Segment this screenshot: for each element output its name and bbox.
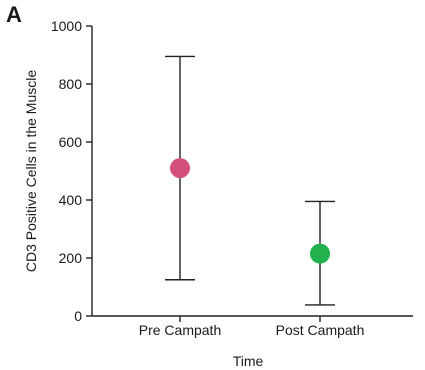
data-marks	[165, 55, 335, 306]
x-tick-label-0: Pre Campath	[139, 322, 221, 338]
axes	[91, 26, 413, 317]
panel-label: A	[6, 2, 22, 27]
data-point-1	[310, 243, 330, 264]
y-tick-label-5: 1000	[51, 18, 82, 34]
y-axis-title: CD3 Positive Cells in the Muscle	[23, 70, 39, 273]
data-point-0	[170, 158, 190, 179]
x-axis-title: Time	[233, 353, 264, 369]
y-ticks: 0 200 400 600 800 1000	[51, 18, 92, 324]
y-tick-label-1: 200	[59, 250, 83, 266]
y-tick-label-0: 0	[74, 308, 82, 324]
x-tick-label-1: Post Campath	[276, 322, 365, 338]
x-ticks: Pre Campath Post Campath	[139, 316, 365, 338]
y-tick-label-3: 600	[59, 134, 83, 150]
y-tick-label-2: 400	[59, 192, 83, 208]
y-tick-label-4: 800	[59, 76, 83, 92]
